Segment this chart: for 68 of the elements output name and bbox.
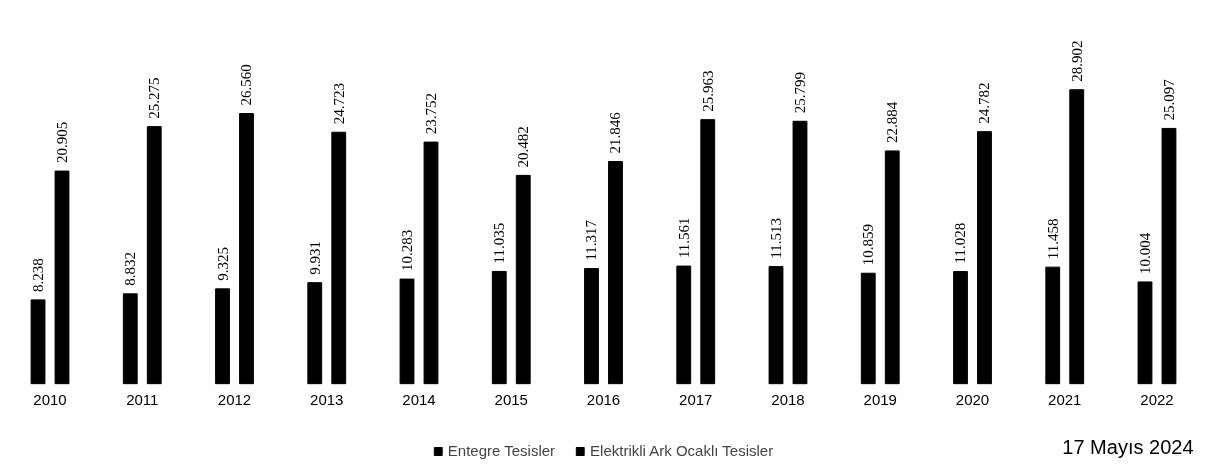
bar — [215, 288, 230, 385]
legend-label: Entegre Tesisler — [447, 442, 556, 459]
bar — [884, 150, 900, 385]
bar — [977, 131, 992, 385]
x-tick-label: 2019 — [863, 390, 897, 408]
x-tick-label: 2017 — [679, 390, 713, 408]
bar — [239, 113, 254, 385]
x-tick-label: 2014 — [402, 390, 436, 408]
data-label: 9.931 — [306, 240, 323, 275]
x-tick-label: 2020 — [955, 390, 990, 408]
x-tick-label: 2022 — [1140, 390, 1174, 408]
x-tick-label: 2012 — [217, 390, 252, 408]
data-label: 11.513 — [768, 217, 784, 259]
bar — [146, 126, 162, 385]
data-label: 20.905 — [54, 121, 70, 164]
x-tick-label: 2015 — [494, 390, 528, 408]
bar — [491, 270, 507, 385]
bar — [331, 131, 347, 385]
bar — [584, 268, 599, 385]
bar — [860, 272, 876, 385]
data-label: 25.275 — [146, 77, 163, 119]
bar — [30, 299, 46, 385]
bar — [1069, 89, 1085, 385]
x-tick-label: 2013 — [310, 390, 344, 408]
bar — [515, 174, 531, 385]
text: 17 Mayıs 2024 — [1062, 435, 1194, 458]
data-label: 20.482 — [515, 126, 532, 168]
data-label: 10.283 — [399, 229, 416, 272]
bar — [122, 293, 138, 385]
bar — [1045, 266, 1061, 385]
bar — [608, 161, 623, 385]
bar — [700, 119, 716, 385]
data-label: 10.004 — [1137, 232, 1153, 274]
data-label: 23.752 — [423, 92, 439, 135]
data-label: 10.859 — [860, 223, 877, 266]
data-label: 11.561 — [675, 217, 692, 259]
data-label: 22.884 — [884, 101, 901, 143]
bar — [1161, 127, 1177, 385]
legend-label: Elektrikli Ark Ocaklı Tesisler — [590, 442, 774, 459]
bar — [792, 120, 808, 385]
x-tick-label: 2016 — [586, 390, 621, 408]
data-label: 24.782 — [976, 82, 993, 124]
data-label: 21.846 — [607, 111, 624, 154]
data-label: 11.035 — [491, 222, 508, 264]
x-tick-label: 2010 — [33, 390, 67, 408]
bar — [1137, 281, 1153, 385]
data-label: 25.799 — [791, 72, 808, 114]
data-label: 11.458 — [1044, 218, 1061, 260]
x-tick-label: 2018 — [771, 390, 805, 408]
bar — [54, 170, 70, 385]
data-label: 24.723 — [330, 82, 347, 125]
x-tick-label: 2011 — [126, 390, 159, 408]
bar — [676, 265, 692, 385]
bar — [307, 282, 323, 385]
data-label: 11.317 — [583, 219, 600, 261]
data-label: 25.097 — [1160, 78, 1177, 121]
data-label: 28.902 — [1068, 40, 1085, 82]
bar — [953, 271, 968, 385]
data-label: 8.832 — [122, 252, 139, 286]
x-tick-label: 2021 — [1048, 390, 1082, 408]
data-label: 9.325 — [214, 247, 231, 281]
bar — [399, 278, 415, 385]
data-label: 11.028 — [952, 222, 969, 264]
bar — [768, 266, 784, 385]
bar — [423, 141, 439, 385]
data-label: 25.963 — [699, 70, 716, 112]
data-label: 8.238 — [30, 258, 47, 292]
data-label: 26.560 — [238, 64, 255, 106]
